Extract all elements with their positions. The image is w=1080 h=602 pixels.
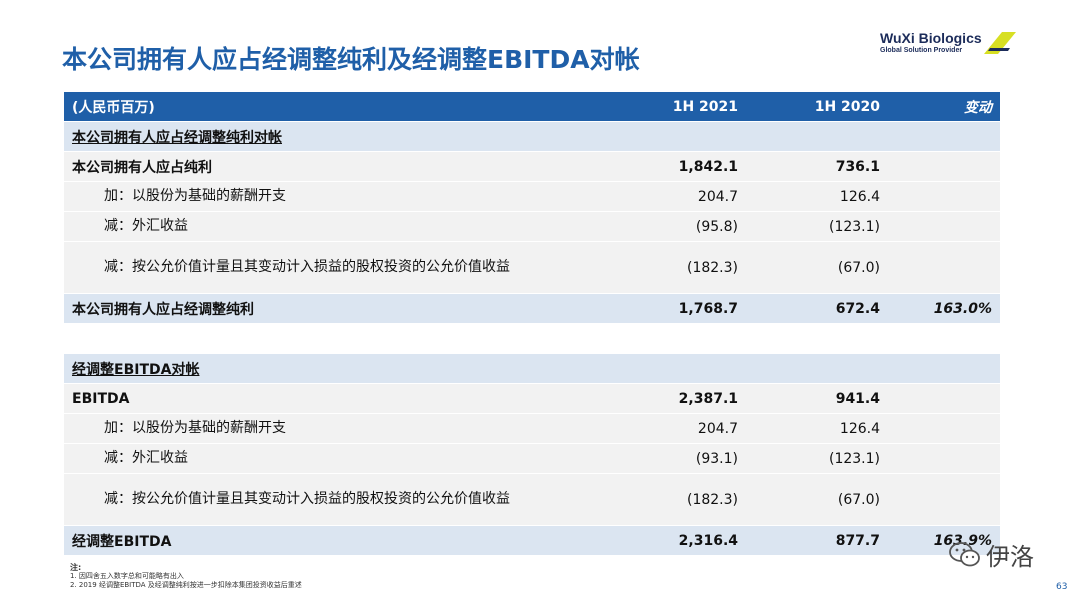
table-row: 本公司拥有人应占纯利 1,842.1 736.1	[64, 152, 1000, 182]
header-change: 变动	[964, 99, 992, 116]
watermark: 伊洛	[948, 537, 1034, 572]
company-logo: WuXi Biologics Global Solution Provider	[880, 30, 1020, 60]
footnotes: 注: 1. 因四舍五入数字总和可能略有出入 2. 2019 经调整EBITDA …	[70, 563, 302, 590]
table-spacer	[64, 324, 1000, 354]
header-1h2021: 1H 2021	[672, 98, 738, 115]
table-row: EBITDA 2,387.1 941.4	[64, 384, 1000, 414]
reconciliation-table: (人民币百万) 1H 2021 1H 2020 变动 本公司拥有人应占经调整纯利…	[64, 92, 1000, 556]
section-title-ebitda: 经调整EBITDA对帐	[64, 354, 1000, 384]
table-header: (人民币百万) 1H 2021 1H 2020 变动	[64, 92, 1000, 122]
total-row-adjusted-ebitda: 经调整EBITDA 2,316.4 877.7 163.9%	[64, 526, 1000, 556]
header-unit-label: (人民币百万)	[72, 99, 155, 116]
logo-tagline: Global Solution Provider	[880, 47, 963, 54]
page-title: 本公司拥有人应占经调整纯利及经调整EBITDA对帐	[62, 45, 640, 74]
section-title-net-profit: 本公司拥有人应占经调整纯利对帐	[64, 122, 1000, 152]
table-row: 减：按公允价值计量且其变动计入损益的股权投资的公允价值收益 (182.3) (6…	[64, 474, 1000, 526]
watermark-text: 伊洛	[986, 543, 1034, 571]
table-row: 减：外汇收益 (95.8) (123.1)	[64, 212, 1000, 242]
wechat-icon	[949, 541, 980, 566]
table-row: 减：外汇收益 (93.1) (123.1)	[64, 444, 1000, 474]
footnote-heading: 注:	[70, 563, 82, 572]
footnote-1: 1. 因四舍五入数字总和可能略有出入	[70, 572, 184, 580]
header-1h2020: 1H 2020	[814, 98, 880, 115]
footnote-2: 2. 2019 经调整EBITDA 及经调整纯利按进一步扣除本集团投资收益后重述	[70, 581, 302, 589]
page-number: 63	[1056, 582, 1068, 592]
table-row: 加：以股份为基础的薪酬开支 204.7 126.4	[64, 182, 1000, 212]
logo-brand: WuXi Biologics	[880, 30, 982, 46]
table-row: 加：以股份为基础的薪酬开支 204.7 126.4	[64, 414, 1000, 444]
table-row: 减：按公允价值计量且其变动计入损益的股权投资的公允价值收益 (182.3) (6…	[64, 242, 1000, 294]
total-row-adjusted-net-profit: 本公司拥有人应占经调整纯利 1,768.7 672.4 163.0%	[64, 294, 1000, 324]
logo-stripes-icon	[984, 32, 1016, 54]
